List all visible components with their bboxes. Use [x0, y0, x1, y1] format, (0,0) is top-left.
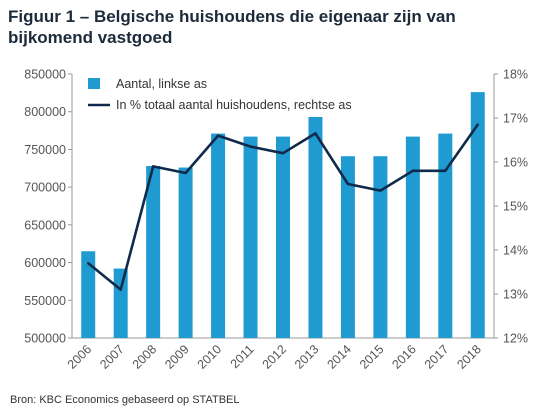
line-point-2017 [444, 169, 447, 172]
x-tick-label: 2009 [162, 342, 192, 372]
x-tick-label: 2007 [97, 342, 127, 372]
line-point-2011 [249, 145, 252, 148]
left-tick-label: 800000 [24, 105, 66, 119]
bar-2015 [373, 156, 388, 338]
x-tick-label: 2010 [195, 342, 225, 372]
bar-2009 [178, 167, 193, 338]
bar-2014 [340, 156, 355, 338]
bar-2007 [113, 268, 128, 338]
x-tick-label: 2006 [65, 342, 95, 372]
left-axis-ticks: 500000 550000 600000 650000 700000 750000 8000… [24, 68, 72, 346]
right-tick-label: 17% [503, 112, 528, 126]
right-tick-label: 13% [503, 288, 528, 302]
bar-2017 [438, 133, 453, 338]
left-tick-label: 750000 [24, 143, 66, 157]
right-tick-label: 16% [503, 156, 528, 170]
x-axis-ticks: 2006 2007 2008 2009 2010 2011 2012 2013 2014 2015… [65, 342, 484, 372]
x-tick-label: 2013 [292, 342, 322, 372]
line-point-2006 [87, 262, 90, 265]
chart-title: Figuur 1 – Belgische huishoudens die eig… [8, 7, 456, 47]
left-tick-label: 650000 [24, 218, 66, 232]
x-tick-label: 2017 [422, 342, 452, 372]
line-point-2007 [119, 288, 122, 291]
line-point-2008 [151, 165, 155, 168]
line-point-2018 [476, 123, 479, 126]
legend: Aantal, linkse as In % totaal aantal huis… [88, 77, 352, 112]
x-tick-label: 2016 [389, 342, 419, 372]
bar-series [81, 92, 485, 338]
line-point-2015 [379, 189, 382, 192]
legend-bar-label: Aantal, linkse as [116, 77, 207, 91]
source-note: Bron: KBC Economics gebaseerd op STATBEL [10, 394, 240, 406]
x-tick-label: 2018 [454, 342, 484, 372]
x-tick-label: 2014 [324, 342, 354, 372]
line-point-2014 [346, 182, 350, 186]
x-tick-label: 2012 [260, 342, 290, 372]
bar-2016 [405, 136, 420, 338]
left-tick-label: 500000 [24, 332, 66, 346]
bar-2010 [211, 133, 226, 338]
bar-2006 [81, 251, 96, 338]
right-tick-label: 12% [503, 332, 528, 346]
bar-2012 [276, 136, 290, 338]
bar-2011 [243, 136, 258, 338]
left-tick-label: 700000 [24, 181, 66, 195]
bar-2013 [308, 116, 323, 338]
right-tick-label: 18% [503, 68, 528, 82]
legend-bar-swatch [88, 78, 100, 89]
right-axis-ticks: 12% 13% 14% 15% 16% 17% 18% [494, 68, 528, 346]
line-point-2013 [314, 132, 317, 135]
bar-2018 [470, 92, 485, 338]
line-series [87, 123, 479, 291]
left-tick-label: 850000 [24, 68, 66, 82]
left-tick-label: 600000 [24, 256, 66, 270]
right-tick-label: 15% [503, 200, 528, 214]
bar-2008 [146, 166, 161, 338]
legend-line-label: In % totaal aantal huishoudens, rechtse … [116, 98, 352, 112]
line-point-2016 [411, 169, 415, 172]
x-tick-label: 2015 [357, 342, 387, 372]
left-tick-label: 550000 [24, 294, 66, 308]
x-tick-label: 2008 [130, 342, 160, 372]
x-tick-label: 2011 [228, 342, 257, 371]
line-point-2010 [216, 134, 220, 137]
line-point-2012 [281, 152, 285, 155]
line-point-2009 [184, 171, 187, 175]
right-tick-label: 14% [503, 244, 528, 258]
